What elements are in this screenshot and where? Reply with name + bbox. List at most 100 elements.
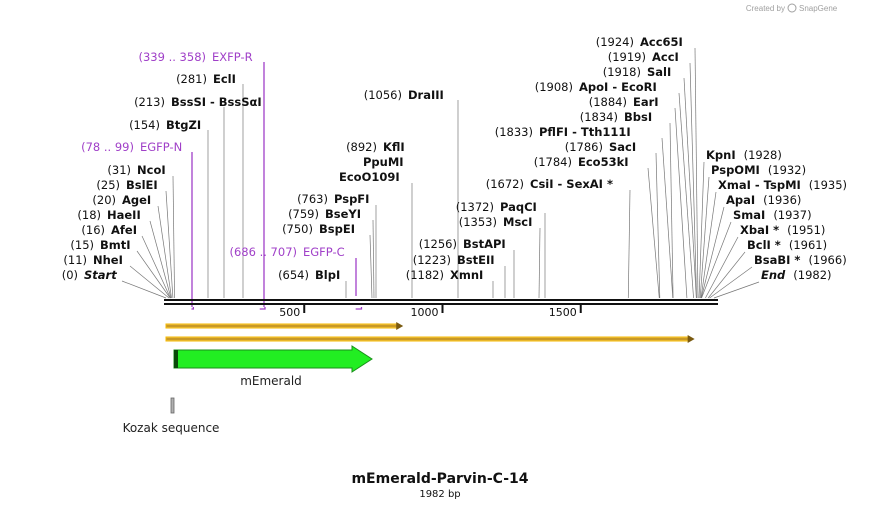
site-position: (1884) <box>589 95 627 109</box>
site-name: EclI <box>213 72 236 86</box>
site-name: EXFP-R <box>212 50 253 64</box>
leader-end <box>713 281 760 299</box>
site-position: (1833) <box>495 125 533 139</box>
site-leader-lines <box>121 47 760 307</box>
site-position: (213) <box>134 95 165 109</box>
site-eari: EarI (1884) <box>589 95 659 109</box>
site-draiii: DraIII (1056) <box>364 88 444 102</box>
leader-afei <box>141 235 171 299</box>
site-xmni: XmnI (1182) <box>406 268 484 282</box>
site-name: AfeI <box>111 223 137 237</box>
site-smai: SmaI (1937) <box>733 208 812 222</box>
site-bbsi: BbsI (1834) <box>580 110 652 124</box>
site-sali: SalI (1918) <box>603 65 672 79</box>
site-position: (18) <box>77 208 101 222</box>
plasmid-title: mEmerald-Parvin-C-14 <box>351 471 528 487</box>
site-position: (281) <box>176 72 207 86</box>
site-name: AgeI <box>122 193 151 207</box>
primer-bracket <box>191 307 195 310</box>
site-name: NcoI <box>137 163 166 177</box>
site-pspomi: PspOMI (1932) <box>711 163 806 177</box>
site-bslei: BslEI (25) <box>96 178 157 192</box>
site-csii-sexai: CsiI - SexAI * (1672) <box>486 177 613 191</box>
features: mEmerald Kozak sequence <box>123 345 373 435</box>
site-position: (11) <box>63 253 87 267</box>
site-position: (1936) <box>763 193 801 207</box>
site-position: (759) <box>288 207 319 221</box>
site-name: HaeII <box>107 208 141 222</box>
site-position: (686 .. 707) <box>230 245 298 259</box>
site-position: (1353) <box>459 215 497 229</box>
site-name: EGFP-N <box>140 140 182 154</box>
site-position: (1056) <box>364 88 402 102</box>
site-name: XmaI - TspMI <box>718 178 801 192</box>
leader-acci <box>689 62 697 299</box>
site-position: (339 .. 358) <box>139 50 207 64</box>
site-position: (154) <box>129 118 160 132</box>
site-position: (1223) <box>413 253 451 267</box>
site-msci: MscI (1353) <box>459 215 533 229</box>
site-egfp-n: EGFP-N (78 .. 99) <box>81 140 182 154</box>
leader-bcli <box>707 251 746 299</box>
site-position: (654) <box>278 268 309 282</box>
leader-bseyi <box>372 219 375 299</box>
site-name: CsiI - SexAI * <box>530 177 613 191</box>
site-name: BmtI <box>100 238 131 252</box>
site-position: (1951) <box>787 223 825 237</box>
site-bsteii: BstEII (1223) <box>413 253 495 267</box>
site-name: KpnI <box>706 148 736 162</box>
site-name: MscI <box>503 215 532 229</box>
site-name: ApaI <box>726 193 755 207</box>
site-name: Eco53kI <box>578 155 629 169</box>
site-name: ApoI - EcoRI <box>579 80 657 94</box>
plasmid-length: 1982 bp <box>419 489 460 500</box>
leader-ncoi <box>172 175 175 299</box>
site-position: (1932) <box>768 163 806 177</box>
leader-sali <box>683 77 697 299</box>
site-position: (1372) <box>456 200 494 214</box>
kozak-feature-box <box>170 397 175 414</box>
site-end: End (1982) <box>761 268 832 282</box>
site-agei: AgeI (20) <box>92 193 151 207</box>
primer-bracket <box>259 307 266 310</box>
site-name: BclI * <box>747 238 781 252</box>
leader-apoi-ecori <box>678 92 694 299</box>
site-position: (1924) <box>596 35 634 49</box>
site-name: AccI <box>652 50 679 64</box>
site-xbai: XbaI * (1951) <box>740 223 825 237</box>
dna-backbone-bottom <box>164 303 718 305</box>
leader-bspei <box>369 234 373 299</box>
site-position: (31) <box>107 163 131 177</box>
site-name: Acc65I <box>640 35 683 49</box>
orf-bar <box>165 323 398 329</box>
site-kfli: KflI (892) <box>346 140 405 154</box>
site-position: (15) <box>70 238 94 252</box>
site-ecli: EclI (281) <box>176 72 236 86</box>
site-exfp-r: EXFP-R (339 .. 358) <box>139 50 253 64</box>
site-saci: SacI (1786) <box>565 140 636 154</box>
orf-bar <box>165 336 690 342</box>
site-name: BlpI <box>315 268 340 282</box>
site-bseyi: BseYI (759) <box>288 207 361 221</box>
site-name: EcoO109I <box>339 170 400 184</box>
site-egfp-c: EGFP-C (686 .. 707) <box>230 245 345 259</box>
site-position: (763) <box>297 192 328 206</box>
site-position: (750) <box>282 222 313 236</box>
site-position: (1919) <box>608 50 646 64</box>
feature-label: mEmerald <box>240 374 302 388</box>
site-start: Start (0) <box>62 268 118 282</box>
site-name: PpuMI <box>363 155 404 169</box>
site-position: (1928) <box>744 148 782 162</box>
orf-arrowhead <box>687 335 695 343</box>
site-name: EGFP-C <box>303 245 345 259</box>
site-kpni: KpnI (1928) <box>706 148 782 162</box>
leader-kpni <box>698 161 705 299</box>
site-name: SacI <box>609 140 636 154</box>
site-name: BslEI <box>126 178 158 192</box>
site-name: BsaBI * <box>754 253 800 267</box>
leader-xbai <box>705 236 739 299</box>
leader-eco53ki <box>647 167 660 299</box>
site-bcli: BclI * (1961) <box>747 238 827 252</box>
site-name: BtgZI <box>166 118 201 132</box>
site-pflfi-tth111i: PflFI - Tth111I (1833) <box>495 125 631 139</box>
